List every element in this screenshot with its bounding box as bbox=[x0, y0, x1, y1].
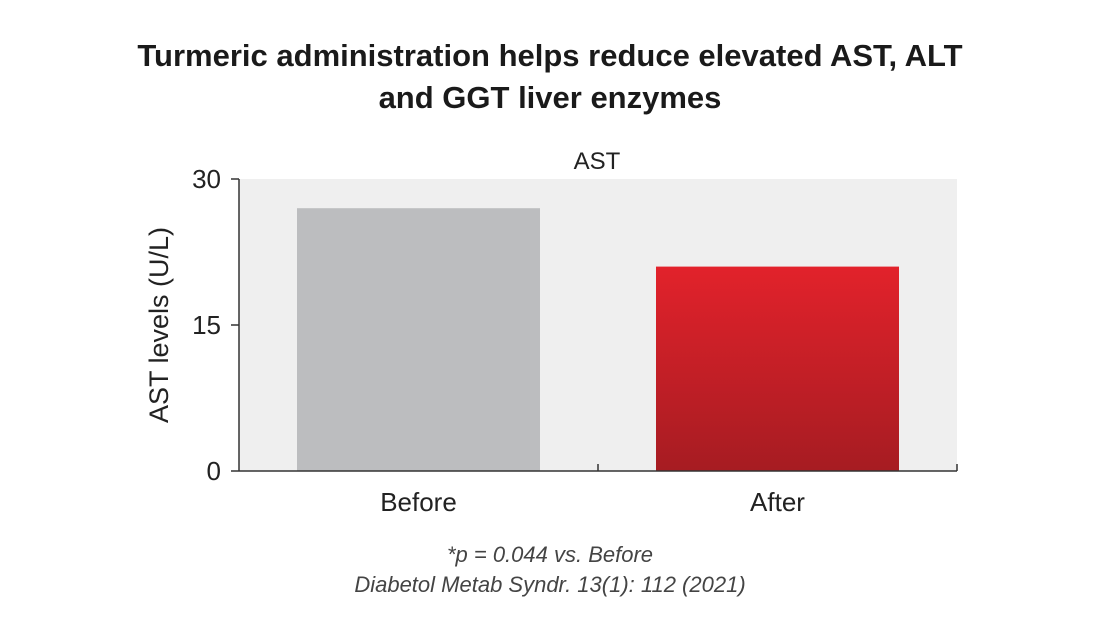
bar-before bbox=[297, 208, 540, 471]
footnote-reference: Diabetol Metab Syndr. 13(1): 112 (2021) bbox=[354, 572, 746, 597]
y-tick-label-30: 30 bbox=[192, 164, 221, 194]
y-axis-label: AST levels (U/L) bbox=[144, 227, 174, 423]
y-tick-label-15: 15 bbox=[192, 310, 221, 340]
x-tick-label-before: Before bbox=[380, 487, 457, 517]
footnote-p-value: *p = 0.044 vs. Before bbox=[446, 542, 654, 567]
x-tick-label-after: After bbox=[750, 487, 805, 517]
chart-title-line-2: and GGT liver enzymes bbox=[378, 80, 722, 115]
y-tick-label-0: 0 bbox=[207, 456, 221, 486]
bar-after bbox=[656, 266, 899, 471]
chart-title-line-1: Turmeric administration helps reduce ele… bbox=[137, 38, 963, 73]
chart-subtitle: AST bbox=[574, 148, 621, 175]
